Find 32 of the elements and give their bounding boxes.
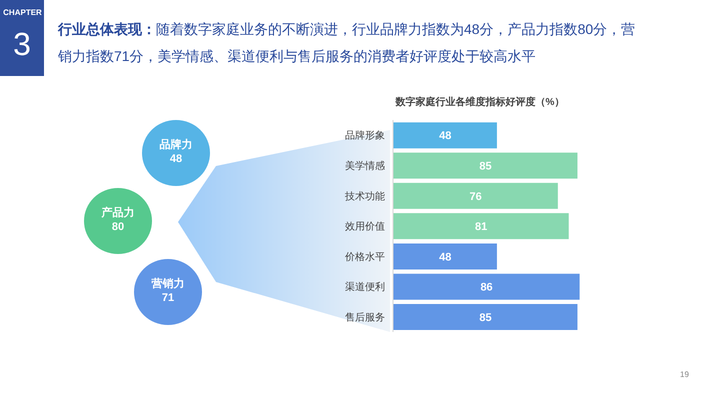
chart-title: 数字家庭行业各维度指标好评度（%） — [394, 95, 566, 109]
data-label: 76 — [470, 190, 482, 203]
y-tick-label: 价格水平 — [344, 250, 385, 263]
text: CHAPTER — [2, 8, 43, 17]
bar — [392, 242, 498, 270]
y-tick-label: 效用价值 — [345, 220, 385, 233]
y-tick-label: 美学情感 — [345, 160, 385, 172]
text: 产品力 — [100, 206, 136, 220]
text: 3 — [12, 26, 32, 63]
text: 71 — [160, 291, 176, 305]
text: 19 — [680, 370, 689, 379]
bar — [392, 212, 570, 240]
bar — [392, 272, 581, 301]
y-tick-label: 品牌形象 — [345, 130, 385, 142]
bar — [392, 152, 578, 180]
bar — [392, 121, 498, 150]
text: 80 — [110, 220, 126, 234]
data-label: 85 — [479, 312, 492, 324]
bar — [392, 182, 559, 210]
y-tick-label: 技术功能 — [344, 190, 385, 202]
data-label: 86 — [480, 282, 493, 294]
text: 品牌力 — [158, 138, 194, 152]
data-label: 85 — [479, 160, 492, 173]
y-tick-label: 售后服务 — [345, 311, 385, 324]
data-label: 48 — [439, 251, 452, 264]
data-label: 48 — [439, 130, 452, 142]
text: 48 — [168, 152, 184, 166]
y-tick-label: 渠道便利 — [345, 281, 385, 294]
text: 营销力 — [150, 277, 186, 291]
bar — [392, 303, 578, 332]
text: 行业总体表现： — [58, 21, 156, 37]
data-label: 81 — [475, 221, 488, 234]
